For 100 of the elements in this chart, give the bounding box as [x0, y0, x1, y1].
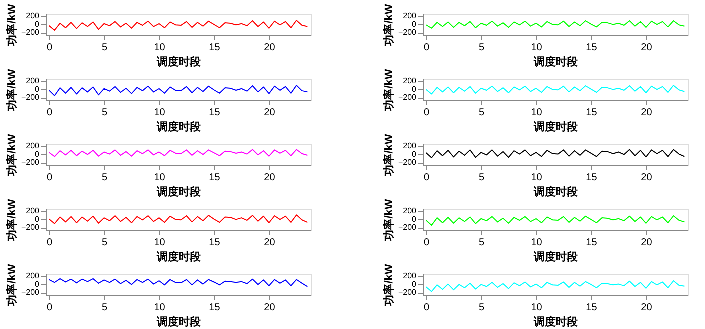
- line-series: [48, 214, 308, 224]
- x-tick-label: 5: [102, 108, 108, 118]
- x-tick-label: 15: [209, 172, 221, 184]
- x-tick-label: 10: [531, 302, 543, 314]
- line-series: [48, 149, 308, 158]
- x-axis-title: 调度时段: [533, 186, 579, 198]
- y-tick-label: −200: [21, 223, 40, 232]
- y-axis-title: 功率/kW: [5, 134, 18, 177]
- y-tick-label: 200: [26, 272, 40, 281]
- line-series: [48, 85, 308, 96]
- y-tick-label: 0: [412, 280, 418, 289]
- y-tick-label: 200: [26, 12, 40, 21]
- x-tick-label: 15: [209, 238, 221, 248]
- x-tick-label: 0: [424, 108, 430, 118]
- y-axis-title: 功率/kW: [5, 4, 18, 47]
- x-tick-label: 15: [586, 302, 598, 314]
- y-tick-label: 0: [35, 150, 40, 159]
- x-tick-label: 15: [586, 108, 598, 118]
- y-tick-label: 0: [412, 150, 418, 159]
- x-axis-title: 调度时段: [156, 250, 202, 264]
- y-tick-label: −200: [21, 93, 40, 102]
- y-tick-label: 0: [35, 214, 40, 224]
- y-axis-title: 功率/kW: [5, 68, 18, 112]
- y-tick-label: 200: [26, 206, 40, 216]
- x-tick-label: 10: [154, 302, 166, 314]
- x-tick-label: 10: [154, 172, 166, 184]
- y-tick-label: 0: [35, 20, 40, 29]
- y-tick-label: 200: [403, 142, 418, 151]
- y-tick-label: −200: [398, 158, 418, 168]
- x-tick-label: 15: [586, 42, 598, 54]
- x-tick-label: 20: [264, 302, 276, 314]
- y-axis-title: 功率/kW: [382, 68, 396, 112]
- y-axis-title: 功率/kW: [5, 264, 18, 307]
- x-tick-label: 10: [154, 42, 166, 54]
- y-tick-label: 200: [403, 206, 418, 216]
- y-axis-title: 功率/kW: [382, 198, 396, 242]
- y-tick-label: 0: [412, 84, 418, 94]
- x-tick-label: 15: [586, 238, 598, 248]
- line-series: [426, 149, 686, 158]
- x-tick-label: 5: [478, 42, 485, 54]
- x-tick-label: 15: [209, 302, 221, 314]
- x-tick-label: 20: [641, 108, 653, 118]
- x-axis-title: 调度时段: [156, 186, 202, 198]
- line-series: [48, 20, 308, 31]
- line-series: [426, 216, 686, 226]
- line-series: [426, 20, 686, 29]
- y-tick-label: −200: [398, 288, 418, 298]
- x-tick-label: 10: [531, 238, 543, 248]
- x-tick-label: 5: [102, 172, 108, 184]
- x-tick-label: 20: [641, 172, 653, 184]
- x-tick-label: 5: [102, 238, 108, 248]
- x-tick-label: 20: [264, 42, 276, 54]
- y-tick-label: 0: [35, 280, 40, 289]
- x-tick-label: 15: [209, 108, 221, 118]
- x-tick-label: 0: [47, 238, 54, 248]
- x-axis-title: 调度时段: [533, 316, 579, 328]
- y-axis-title: 功率/kW: [382, 264, 396, 307]
- x-tick-label: 20: [264, 238, 276, 248]
- x-tick-label: 0: [424, 42, 430, 54]
- y-tick-label: 0: [35, 84, 40, 94]
- x-tick-label: 20: [641, 302, 653, 314]
- x-tick-label: 0: [47, 42, 54, 54]
- y-tick-label: 0: [412, 214, 418, 224]
- x-tick-label: 5: [478, 172, 485, 184]
- y-tick-label: 200: [26, 142, 40, 151]
- x-tick-label: 10: [154, 108, 166, 118]
- y-tick-label: 200: [403, 272, 418, 281]
- x-tick-label: 0: [47, 108, 54, 118]
- x-tick-label: 20: [264, 172, 276, 184]
- y-tick-label: −200: [21, 288, 40, 298]
- x-tick-label: 0: [424, 238, 430, 248]
- x-tick-label: 15: [209, 42, 221, 54]
- x-axis-title: 调度时段: [156, 316, 202, 328]
- y-tick-label: −200: [398, 93, 418, 102]
- line-series: [426, 85, 686, 95]
- y-tick-label: −200: [21, 158, 40, 168]
- x-axis-title: 调度时段: [156, 56, 202, 68]
- x-tick-label: 5: [102, 42, 108, 54]
- y-tick-label: 200: [403, 12, 418, 21]
- x-axis-title: 调度时段: [533, 56, 579, 68]
- x-tick-label: 0: [424, 172, 430, 184]
- x-tick-label: 10: [154, 238, 166, 248]
- y-tick-label: 200: [26, 76, 40, 86]
- y-axis-title: 功率/kW: [382, 4, 396, 47]
- y-tick-label: −200: [398, 28, 418, 38]
- x-tick-label: 20: [264, 108, 276, 118]
- x-axis-title: 调度时段: [156, 120, 202, 134]
- x-tick-label: 0: [47, 172, 54, 184]
- x-tick-label: 15: [586, 172, 598, 184]
- line-series: [426, 280, 686, 292]
- line-series: [48, 278, 308, 288]
- x-axis-title: 调度时段: [533, 250, 579, 264]
- x-tick-label: 20: [641, 238, 653, 248]
- x-tick-label: 20: [641, 42, 653, 54]
- y-tick-label: −200: [21, 28, 40, 38]
- x-tick-label: 5: [102, 302, 108, 314]
- x-tick-label: 0: [424, 302, 430, 314]
- y-tick-label: 200: [403, 76, 418, 86]
- x-tick-label: 10: [531, 172, 543, 184]
- y-tick-label: 0: [412, 20, 418, 29]
